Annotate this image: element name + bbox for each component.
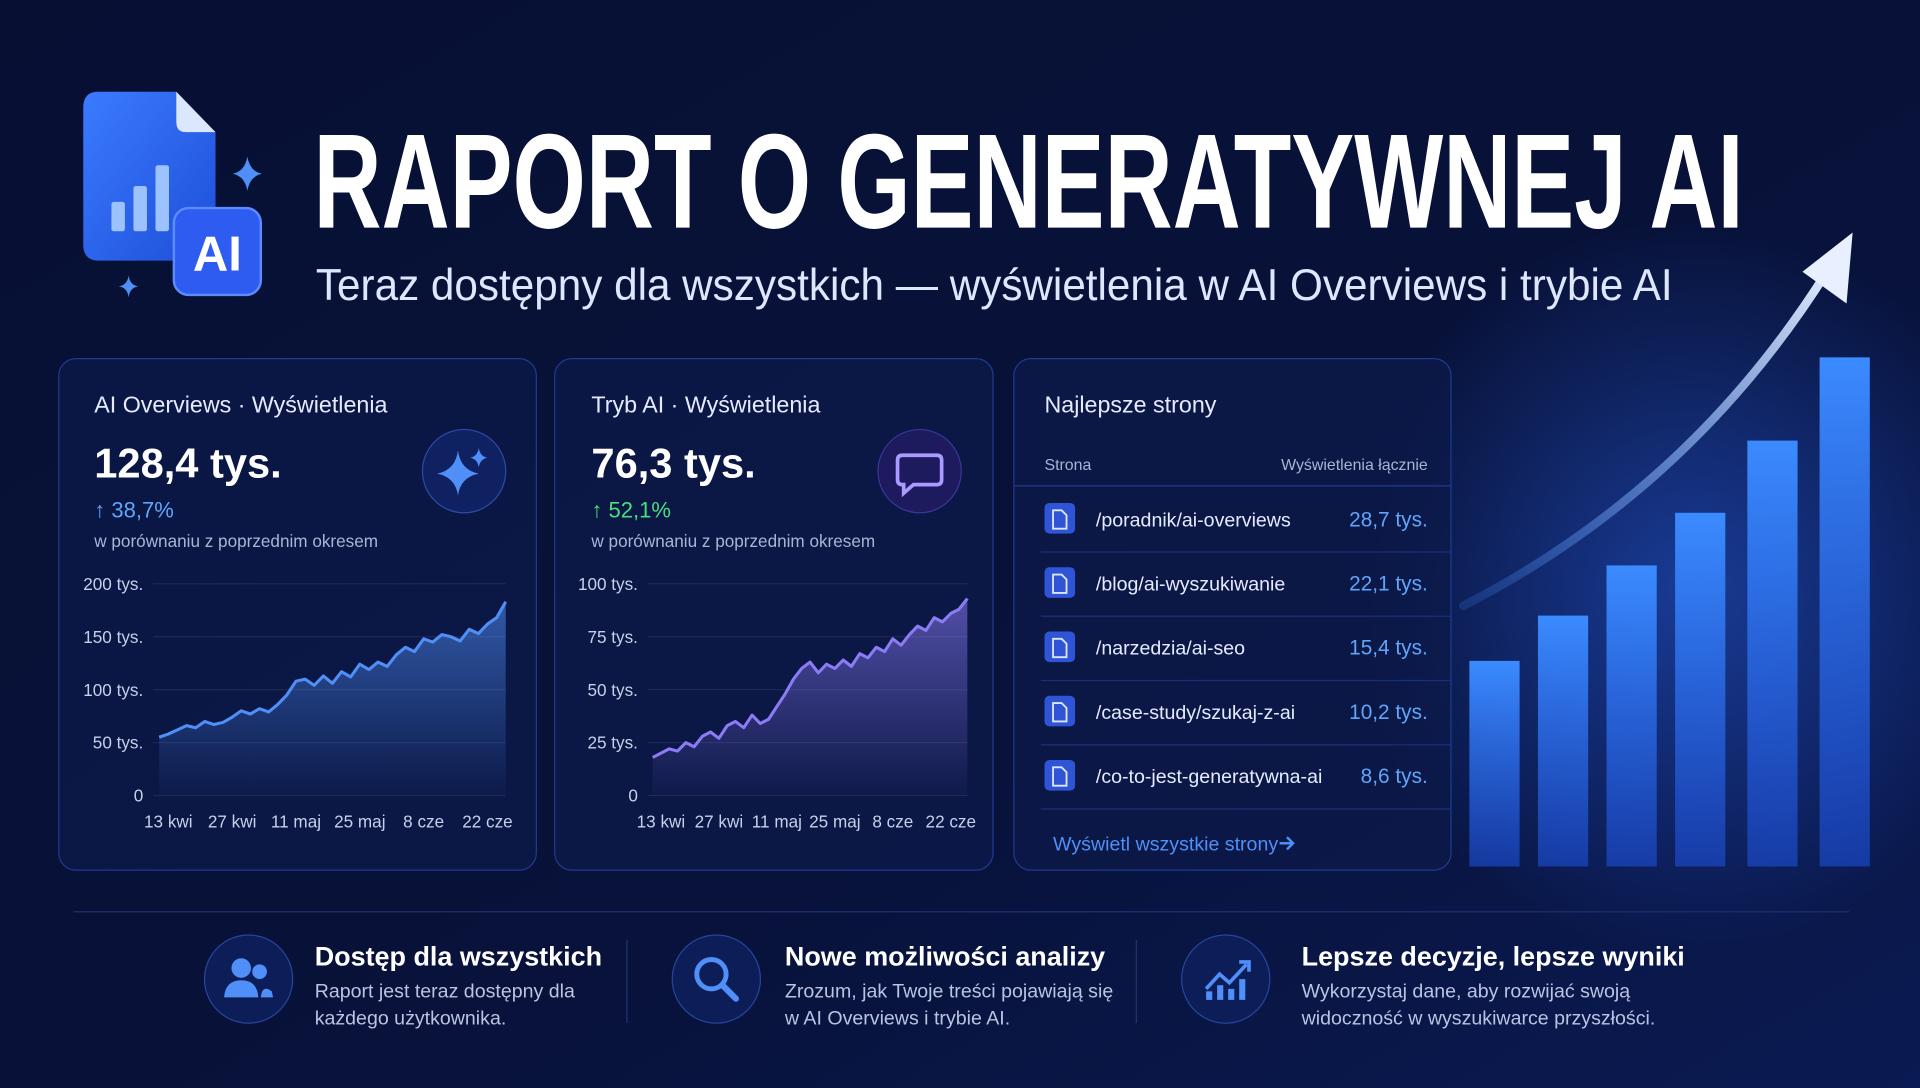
page-views: 28,7 tys. [1349, 508, 1428, 531]
x-tick-label: 27 kwi [208, 811, 257, 831]
x-tick-label: 8 cze [872, 811, 913, 831]
x-tick-label: 22 cze [462, 811, 512, 831]
page-icon [1052, 637, 1068, 659]
page-views: 15,4 tys. [1349, 637, 1428, 660]
line-series [158, 601, 508, 739]
feature-title: Nowe możliwości analizy [785, 942, 1105, 972]
title: RAPORT O GENERATYWNEJ AI [313, 106, 1743, 257]
link-arrow[interactable] [1279, 836, 1295, 851]
page-path: /blog/ai-wyszukiwanie [1096, 574, 1285, 596]
card [1013, 357, 1452, 871]
page-icon [1052, 573, 1068, 594]
y-tick-label: 100 tys. [83, 680, 143, 700]
kpi-change: ↑ 52,1% [591, 498, 671, 523]
y-tick-label: 25 tys. [587, 733, 637, 753]
feature-title: Dostęp dla wszystkich [315, 942, 602, 972]
growth-illustration [1458, 232, 1870, 867]
feature-text: Raport jest teraz dostępny dla [315, 980, 575, 1002]
y-tick-label: 50 tys. [587, 680, 637, 700]
x-tick-label: 8 cze [403, 811, 444, 831]
x-tick-label: 22 cze [926, 811, 976, 831]
feature-icon [1181, 934, 1271, 1024]
x-tick-label: 25 maj [809, 811, 860, 831]
page-views: 22,1 tys. [1349, 573, 1428, 596]
page-path: /poradnik/ai-overviews [1096, 509, 1291, 531]
x-tick-label: 27 kwi [695, 811, 744, 831]
feature-text: widoczność w wyszukiwarce przyszłości. [1301, 1007, 1656, 1029]
x-tick-label: 13 kwi [144, 811, 193, 831]
y-tick-label: 75 tys. [587, 627, 637, 647]
chat-icon [877, 428, 962, 514]
page-path: /case-study/szukaj-z-ai [1096, 702, 1295, 724]
subtitle: Teraz dostępny dla wszystkich — wyświetl… [316, 261, 1673, 310]
line-area [159, 601, 506, 796]
column-header: Wyświetlenia łącznie [1281, 457, 1428, 474]
y-tick-label: 150 tys. [83, 627, 143, 647]
page-path: /co-to-jest-generatywna-ai [1096, 766, 1322, 788]
report-icon: AI [83, 91, 263, 298]
y-tick-label: 100 tys. [578, 574, 638, 594]
y-tick-label: 0 [134, 786, 144, 806]
feature-title: Lepsze decyzje, lepsze wyniki [1302, 942, 1685, 972]
feature-text: Wykorzystaj dane, aby rozwijać swoją [1302, 980, 1631, 1002]
card-title: Tryb AI · Wyświetlenia [591, 391, 820, 417]
page-path: /narzedzia/ai-seo [1096, 638, 1245, 660]
x-tick-label: 11 maj [752, 811, 802, 831]
page-icon [1052, 702, 1068, 723]
page-icon [1052, 509, 1068, 530]
feature-text: w AI Overviews i trybie AI. [784, 1007, 1010, 1029]
sparkle-icon [421, 428, 507, 514]
kpi-value: 76,3 tys. [591, 439, 755, 486]
kpi-note: w porównaniu z poprzednim okresem [93, 531, 378, 551]
y-tick-label: 50 tys. [93, 733, 143, 753]
kpi-note: w porównaniu z poprzednim okresem [590, 531, 875, 551]
page-views: 8,6 tys. [1361, 765, 1428, 788]
kpi-value: 128,4 tys. [94, 439, 281, 486]
y-tick-label: 200 tys. [83, 574, 143, 594]
feature-icon [203, 934, 294, 1024]
x-tick-label: 13 kwi [637, 811, 686, 831]
x-tick-label: 11 maj [271, 811, 321, 831]
column-header: Strona [1044, 457, 1091, 474]
page-icon [1052, 766, 1068, 787]
y-tick-label: 0 [628, 786, 638, 806]
page-views: 10,2 tys. [1349, 701, 1428, 724]
line-series [651, 597, 969, 759]
kpi-change: ↑ 38,7% [94, 498, 174, 523]
x-tick-label: 25 maj [334, 811, 385, 831]
card-title: AI Overviews · Wyświetlenia [94, 391, 387, 417]
feature-text: każdego użytkownika. [315, 1007, 507, 1029]
view-all-link[interactable]: Wyświetl wszystkie strony [1053, 834, 1295, 856]
icon-label: AI [193, 227, 242, 281]
feature-text: Zrozum, jak Twoje treści pojawiają się [785, 980, 1113, 1002]
card-title: Najlepsze strony [1044, 391, 1216, 417]
feature-icon [671, 934, 762, 1024]
link-text[interactable]: Wyświetl wszystkie strony [1053, 834, 1278, 856]
